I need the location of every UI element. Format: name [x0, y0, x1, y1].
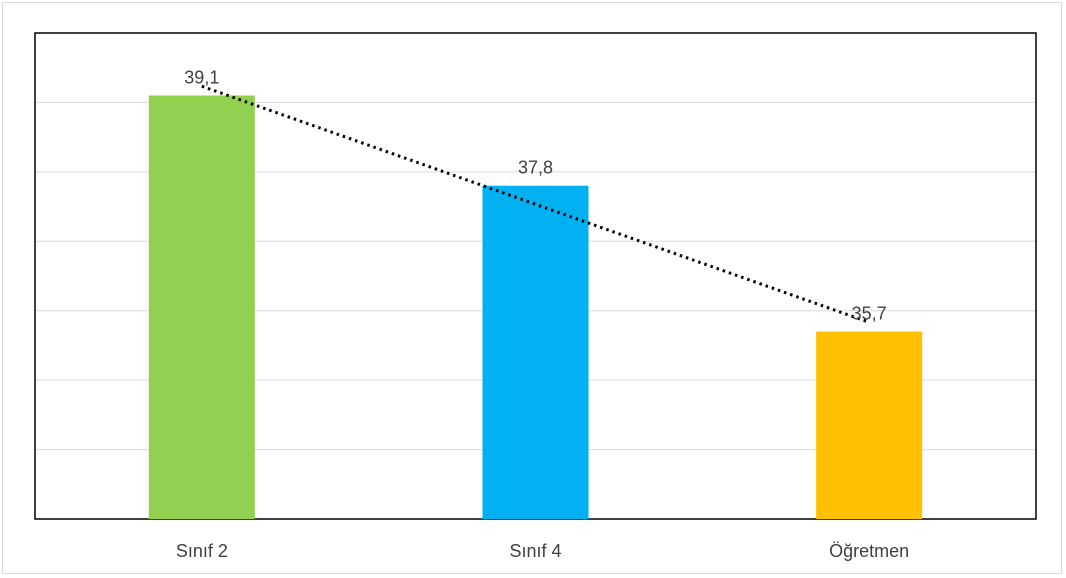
trendline [201, 84, 870, 324]
bar-2 [482, 185, 589, 519]
category-labels: Sınıf 2 Sınıf 4 Öğretmen [176, 541, 909, 561]
trendline-path [201, 84, 870, 324]
data-labels: 39,1 37,8 35,7 [184, 67, 886, 323]
data-label-1: 39,1 [184, 67, 219, 87]
category-label-2: Sınıf 4 [509, 541, 561, 561]
data-label-2: 37,8 [518, 158, 553, 178]
bar-3 [816, 331, 923, 519]
data-label-3: 35,7 [852, 304, 887, 324]
category-label-1: Sınıf 2 [176, 541, 228, 561]
bars [148, 95, 923, 519]
bar-1 [148, 95, 255, 519]
category-label-3: Öğretmen [829, 541, 909, 561]
